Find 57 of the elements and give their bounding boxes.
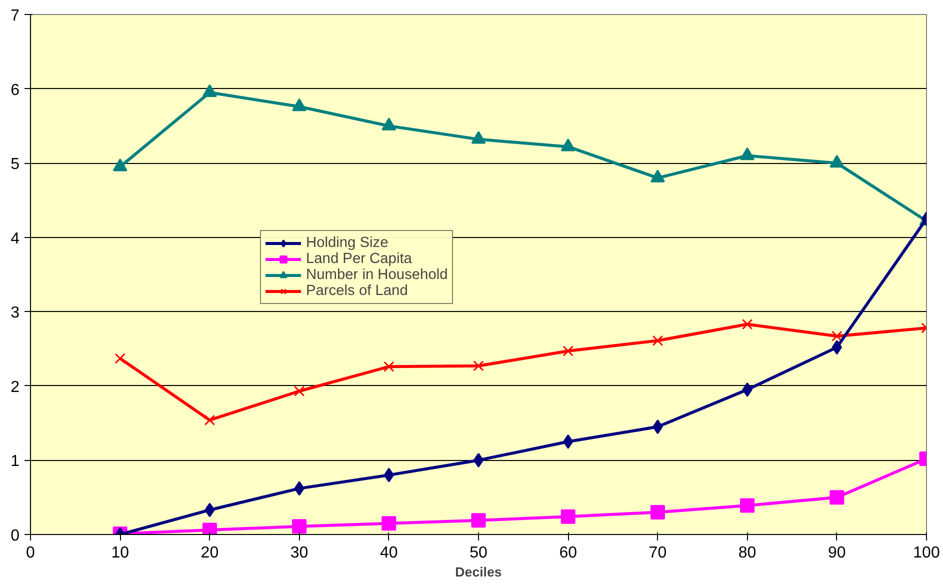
x-tick-label: 30 (290, 544, 308, 562)
legend-label: Number in Household (306, 267, 448, 283)
point (112, 158, 128, 172)
point (382, 118, 396, 130)
point (292, 98, 307, 112)
point (473, 360, 484, 372)
point (473, 452, 484, 468)
legend-label: Holding Size (306, 235, 388, 251)
x-tick-label: 100 (913, 544, 940, 562)
x-tick-label: 0 (26, 544, 36, 562)
point (471, 513, 486, 528)
point (652, 420, 663, 434)
x-tick-label: 40 (380, 544, 398, 562)
y-tick-label: 6 (10, 82, 20, 99)
x-tick-label: 80 (738, 544, 756, 562)
point (204, 414, 216, 426)
point (650, 504, 665, 520)
x-tick-label: 20 (200, 544, 219, 562)
point (652, 335, 664, 346)
point (832, 340, 842, 355)
point (740, 147, 755, 160)
x-tick-label: 90 (828, 544, 846, 562)
point (382, 516, 396, 531)
x-tick-label: 50 (470, 544, 488, 562)
point (562, 346, 574, 356)
point (384, 468, 394, 482)
point (202, 84, 217, 98)
x-tick-label: 70 (648, 544, 667, 562)
legend-label: Parcels of Land (306, 283, 408, 299)
point (204, 502, 215, 518)
point (830, 490, 844, 505)
point (384, 361, 394, 372)
point (740, 498, 755, 513)
point (830, 154, 844, 168)
x-tick-label: 10 (111, 544, 130, 562)
point (832, 330, 842, 342)
point (294, 386, 305, 396)
point (742, 382, 752, 397)
x-tick-label: 60 (559, 544, 578, 562)
x-axis-title: Deciles (455, 564, 502, 580)
y-tick-label: 7 (10, 8, 20, 24)
y-tick-label: 0 (10, 528, 20, 544)
legend-label: Land Per Capita (306, 251, 412, 267)
point (650, 170, 665, 182)
point (294, 481, 304, 496)
point (471, 131, 486, 144)
point (563, 434, 574, 449)
y-tick-label: 2 (10, 378, 20, 396)
point (560, 138, 576, 152)
point (742, 318, 753, 330)
point (114, 353, 126, 364)
point (292, 519, 307, 534)
point (560, 509, 576, 524)
y-tick-label: 4 (10, 230, 20, 248)
y-tick-label: 3 (10, 304, 20, 322)
y-tick-label: 5 (10, 156, 20, 174)
y-tick-label: 1 (10, 453, 20, 470)
